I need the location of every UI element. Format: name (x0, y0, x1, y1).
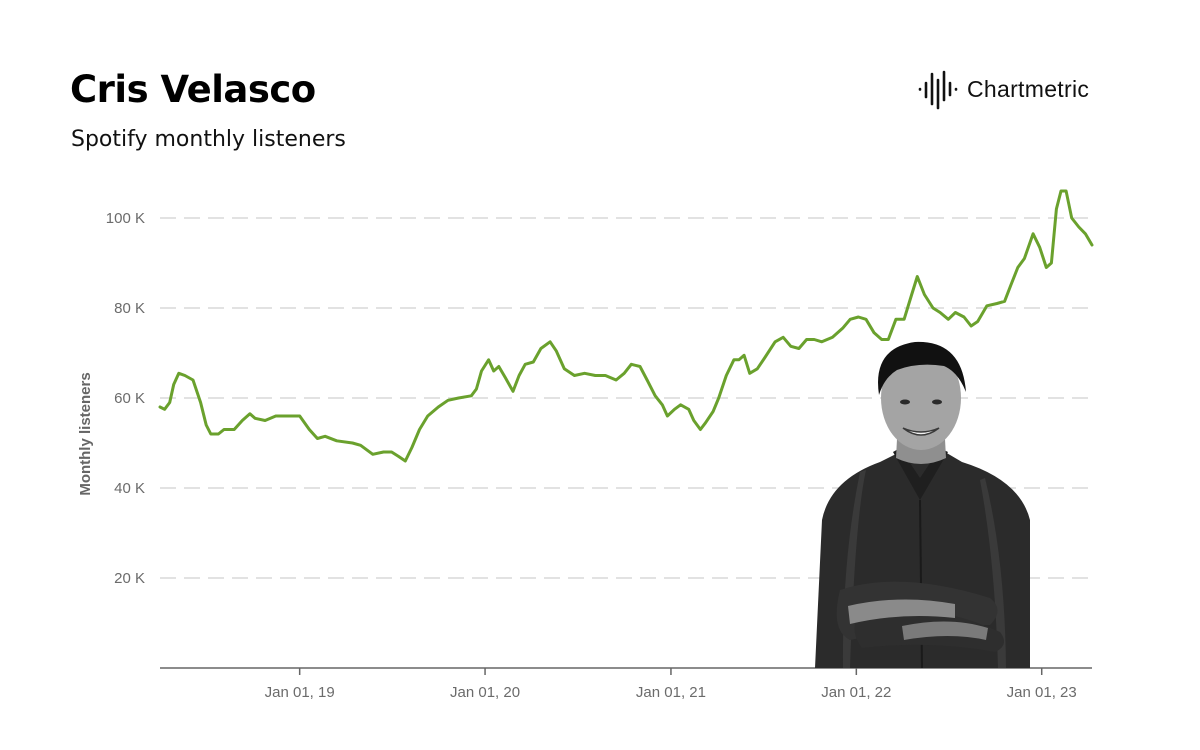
x-tick-label: Jan 01, 22 (821, 684, 891, 701)
soundwave-icon (918, 70, 958, 110)
brand-name: Chartmetric (967, 75, 1090, 102)
x-tick-label: Jan 01, 21 (636, 684, 706, 701)
artist-photo (815, 341, 1030, 669)
y-tick-label: 100 K (106, 210, 145, 227)
y-axis: 20 K 40 K 60 K 80 K 100 K (106, 210, 145, 587)
y-tick-label: 20 K (114, 570, 145, 587)
x-axis: Jan 01, 19 Jan 01, 20 Jan 01, 21 Jan 01, 22… (160, 667, 1092, 701)
y-tick-label: 60 K (114, 390, 145, 407)
series-line (158, 189, 1094, 463)
page-title: Cris Velasco (70, 68, 316, 111)
x-tick-label: Jan 01, 20 (450, 684, 520, 701)
y-axis-title: Monthly listeners (77, 372, 94, 495)
page-subtitle: Spotify monthly listeners (71, 127, 346, 152)
series-layer (158, 189, 1094, 463)
brand-logo: Chartmetric (917, 68, 1089, 110)
y-tick-label: 80 K (114, 300, 145, 317)
x-tick-label: Jan 01, 19 (265, 684, 335, 701)
y-tick-label: 40 K (114, 480, 145, 497)
x-tick-label: Jan 01, 23 (1007, 684, 1077, 701)
